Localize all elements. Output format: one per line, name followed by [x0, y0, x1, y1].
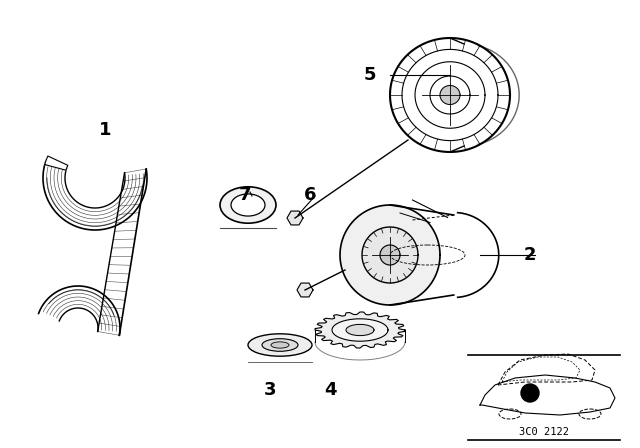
Text: 6: 6 [304, 186, 316, 204]
Circle shape [521, 384, 539, 402]
Polygon shape [297, 283, 313, 297]
Ellipse shape [271, 342, 289, 348]
Text: 7: 7 [239, 186, 252, 204]
Ellipse shape [248, 334, 312, 356]
Ellipse shape [262, 339, 298, 351]
Polygon shape [315, 312, 405, 348]
Ellipse shape [231, 194, 265, 216]
Ellipse shape [220, 187, 276, 223]
Polygon shape [45, 156, 68, 170]
Polygon shape [346, 324, 374, 336]
Text: 4: 4 [324, 381, 336, 399]
Polygon shape [287, 211, 303, 225]
Text: 1: 1 [99, 121, 111, 139]
Text: 2: 2 [524, 246, 536, 264]
Text: 3C0 2122: 3C0 2122 [519, 427, 569, 437]
Text: 3: 3 [264, 381, 276, 399]
Polygon shape [380, 245, 400, 265]
Polygon shape [340, 205, 440, 305]
Text: 5: 5 [364, 66, 376, 84]
Polygon shape [362, 227, 418, 283]
Polygon shape [440, 86, 460, 104]
Polygon shape [332, 319, 388, 341]
